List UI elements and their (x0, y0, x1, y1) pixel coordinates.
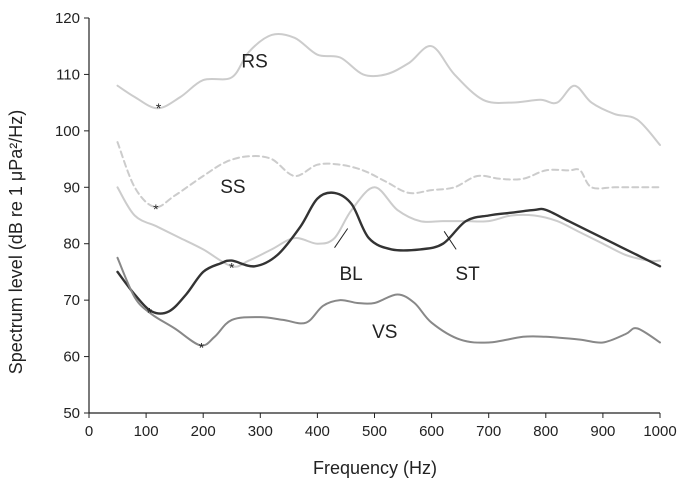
series-layer (116, 32, 662, 347)
series-marker-vs: * (199, 339, 205, 355)
x-tick-label: 1000 (643, 423, 676, 440)
leader-line-bl (334, 228, 349, 248)
series-marker-rs: * (156, 100, 162, 116)
series-marker-bl: * (229, 259, 235, 275)
series-line-rs (116, 32, 661, 146)
x-tick-label: 900 (590, 423, 615, 440)
series-label-bl: BL (339, 264, 362, 285)
y-tick-label: 100 (55, 123, 80, 140)
annotation-layer: RS SS BL ST VS (220, 51, 480, 343)
series-line-bl (116, 186, 661, 268)
series-line-st (116, 191, 662, 315)
y-tick-label: 90 (63, 179, 80, 196)
x-tick-label: 800 (533, 423, 558, 440)
series-label-st: ST (455, 264, 480, 285)
series-line-ss (116, 141, 661, 209)
x-tick-label: 700 (476, 423, 501, 440)
series-marker-st: * (147, 304, 153, 320)
series-label-ss: SS (220, 177, 245, 198)
x-tick-label: 100 (134, 423, 159, 440)
marker-layer: * * * * * (147, 100, 235, 355)
series-label-rs: RS (241, 51, 267, 72)
y-tick-label: 120 (55, 10, 80, 27)
y-tick-label: 70 (63, 292, 80, 309)
x-tick-label: 500 (362, 423, 387, 440)
x-axis-title: Frequency (Hz) (313, 458, 437, 478)
x-tick-label: 300 (248, 423, 273, 440)
leader-line-st (443, 231, 457, 250)
x-tick-label: 0 (85, 423, 93, 440)
series-line-vs (116, 256, 661, 347)
series-label-vs: VS (372, 322, 397, 343)
y-tick-label: 110 (56, 66, 80, 83)
y-tick-label: 60 (63, 349, 80, 366)
x-tick-label: 400 (305, 423, 330, 440)
y-axis-title: Spectrum level (dB re 1 μPa²/Hz) (6, 110, 26, 374)
x-tick-label: 200 (191, 423, 216, 440)
axes: 50 60 70 80 90 100 110 120 0 100 200 300 400 500 600 70… (55, 10, 677, 440)
series-marker-ss: * (153, 201, 159, 217)
y-tick-label: 50 (63, 405, 80, 422)
x-tick-label: 600 (419, 423, 444, 440)
y-tick-label: 80 (63, 236, 80, 253)
